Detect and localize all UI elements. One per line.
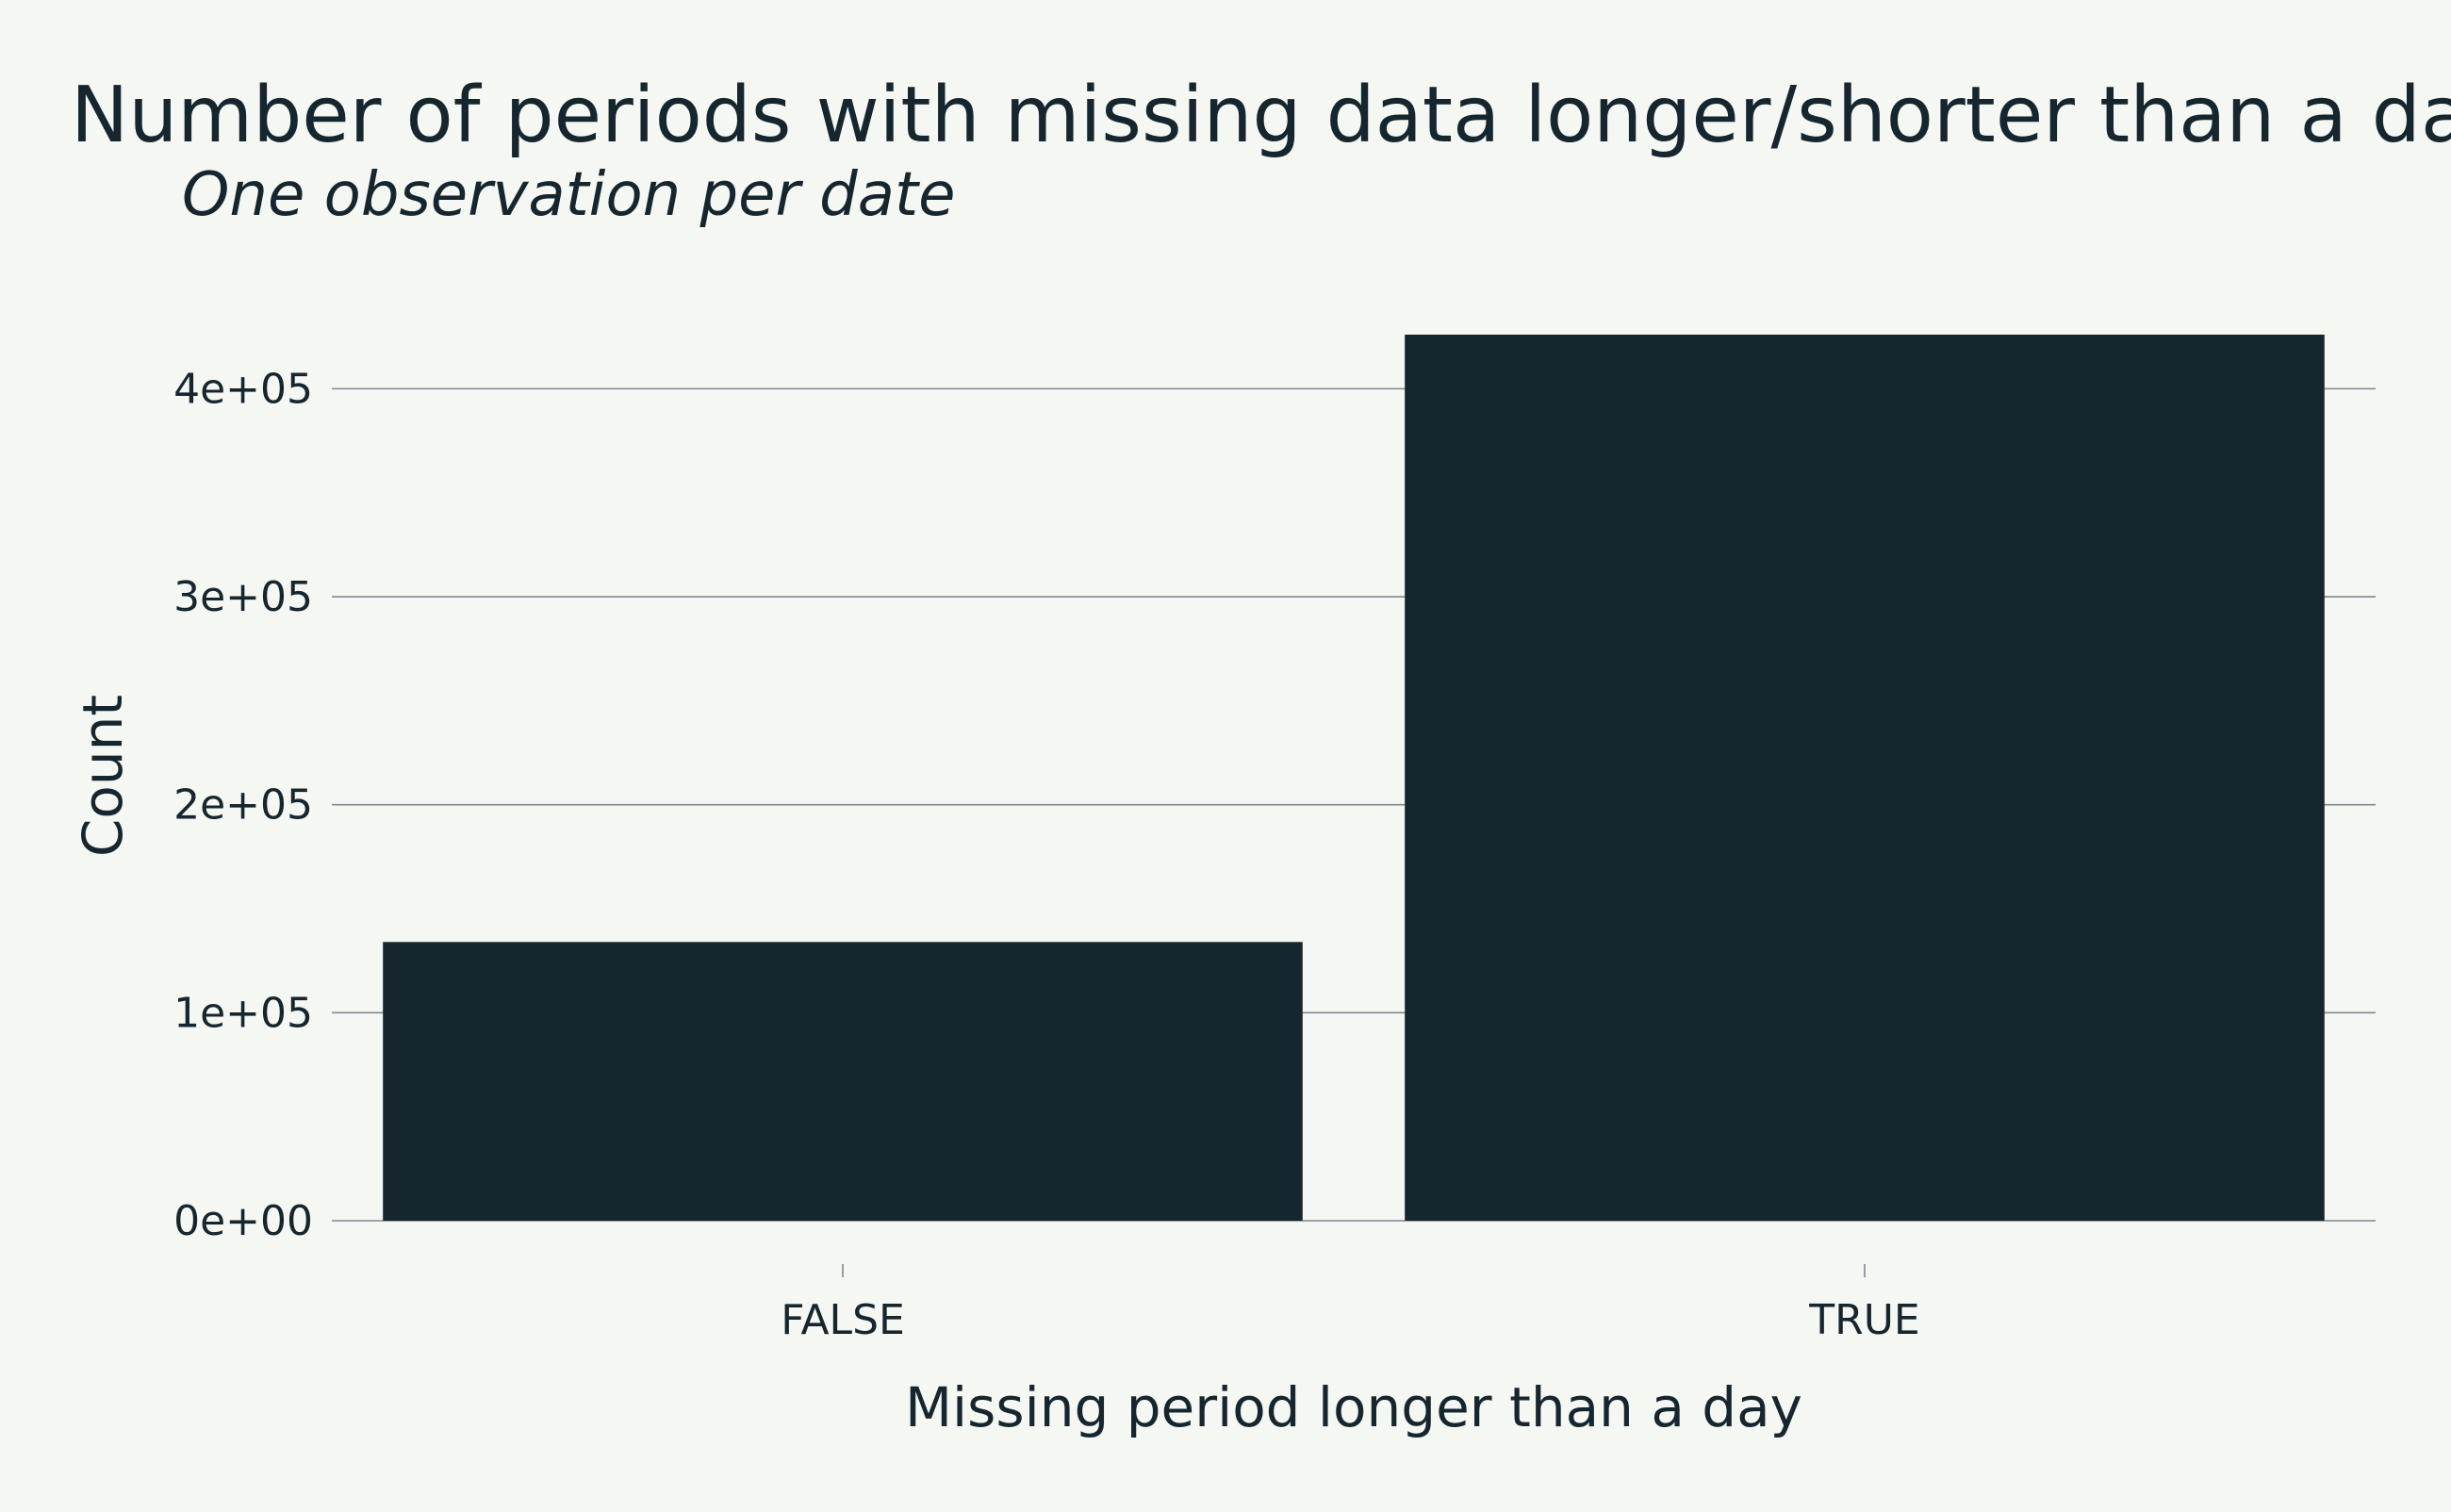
bar-true — [1405, 335, 2325, 1221]
bar-false — [383, 942, 1303, 1221]
y-tick-label: 1e+05 — [173, 989, 313, 1037]
x-tick-label: TRUE — [1808, 1296, 1919, 1344]
chart-subtitle: One observation per date — [182, 160, 955, 230]
y-axis-title: Count — [71, 695, 135, 857]
y-tick-label: 0e+00 — [173, 1197, 313, 1245]
x-tick-label: FALSE — [781, 1296, 905, 1344]
chart-title: Number of periods with missing data long… — [71, 71, 2451, 160]
y-tick-label: 3e+05 — [173, 573, 313, 621]
bars — [383, 335, 2325, 1221]
x-axis-ticks: FALSE TRUE — [781, 1264, 1920, 1344]
x-axis-title: Missing period longer than a day — [905, 1375, 1802, 1439]
y-tick-label: 2e+05 — [173, 781, 313, 830]
y-tick-label: 4e+05 — [173, 365, 313, 413]
y-axis-ticks: 0e+00 1e+05 2e+05 3e+05 4e+05 — [173, 365, 313, 1245]
